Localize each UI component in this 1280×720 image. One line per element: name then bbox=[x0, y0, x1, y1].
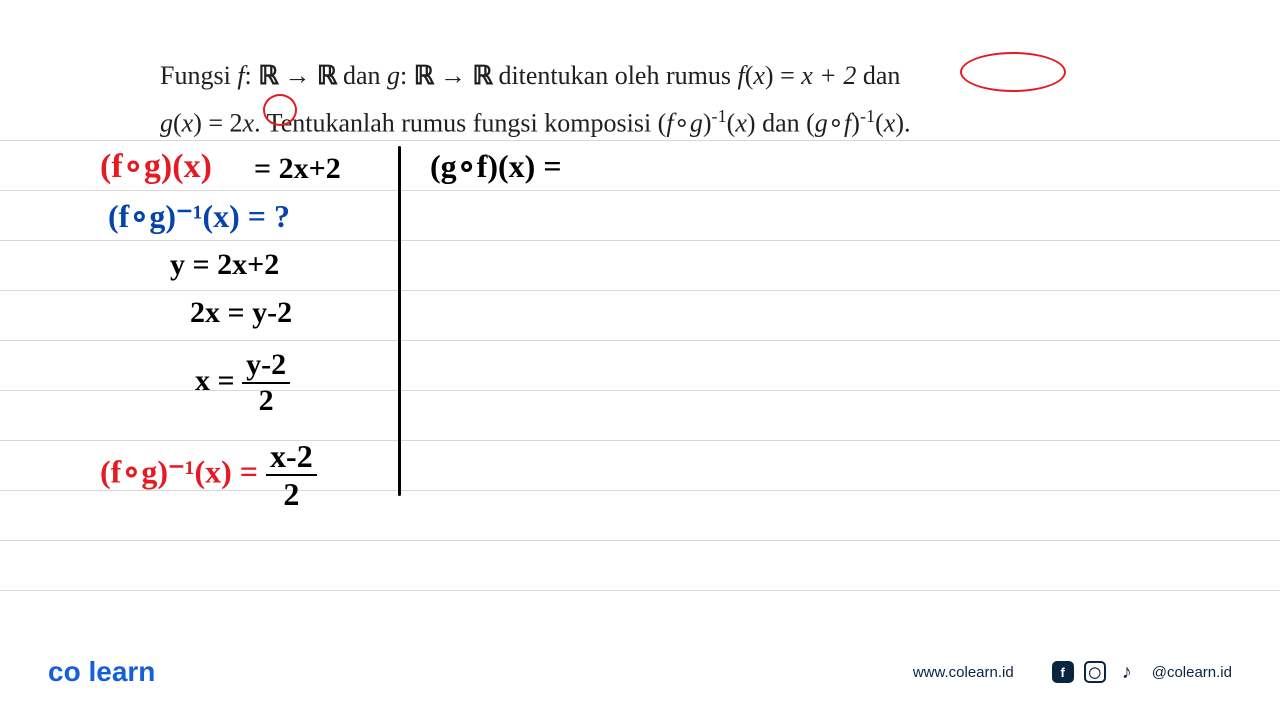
text-fog2: g bbox=[690, 109, 703, 138]
text-arrow2: → bbox=[433, 61, 472, 90]
footer-right: www.colearn.id f ◯ ♪ @colearn.id bbox=[913, 661, 1232, 683]
text-gof1: g bbox=[815, 109, 828, 138]
result-lhs: (f∘g)⁻¹(x) = bbox=[100, 453, 266, 489]
text-f: f bbox=[237, 61, 244, 90]
instagram-icon: ◯ bbox=[1084, 661, 1106, 683]
text-gx: g bbox=[160, 109, 173, 138]
divider-line bbox=[398, 146, 401, 496]
text-fxp: (x) = bbox=[745, 61, 802, 90]
text-arrow1: → bbox=[278, 61, 317, 90]
footer-url: www.colearn.id bbox=[913, 664, 1014, 681]
facebook-icon: f bbox=[1052, 661, 1074, 683]
text-ditentukan: ditentukan oleh rumus bbox=[492, 61, 738, 90]
text-R1: ℝ bbox=[258, 61, 278, 90]
text-fx: f bbox=[737, 61, 744, 90]
work-step-y: y = 2x+2 bbox=[170, 250, 279, 280]
brand-co: co bbox=[48, 656, 88, 687]
text-fungsi: Fungsi bbox=[160, 61, 237, 90]
text-comp2: ∘ bbox=[828, 109, 844, 138]
text-gxp: (x) = 2x. bbox=[173, 109, 261, 138]
step-x-num: y-2 bbox=[242, 350, 290, 384]
result-frac: x-22 bbox=[266, 440, 317, 510]
work-fog-eq: = 2x+2 bbox=[254, 154, 341, 184]
work-step-2x: 2x = y-2 bbox=[190, 298, 292, 328]
tiktok-icon: ♪ bbox=[1116, 661, 1138, 683]
text-fog1: f bbox=[666, 109, 673, 138]
work-fog-red: (f∘g)(x) bbox=[100, 150, 212, 184]
text-colon2: : bbox=[400, 61, 414, 90]
text-tentukan: Tentukanlah rumus fungsi komposisi ( bbox=[261, 109, 667, 138]
result-den: 2 bbox=[266, 476, 317, 510]
result-num: x-2 bbox=[266, 440, 317, 476]
text-inv1: ) bbox=[703, 109, 712, 138]
work-step-x: x = y-22 bbox=[195, 350, 290, 416]
text-ofx1: (x) bbox=[727, 109, 756, 138]
text-R4: ℝ bbox=[472, 61, 492, 90]
text-colon1: : bbox=[245, 61, 259, 90]
footer: co learn www.colearn.id f ◯ ♪ @colearn.i… bbox=[0, 652, 1280, 692]
text-dan: dan bbox=[336, 61, 387, 90]
work-fog-inv: (f∘g)⁻¹(x) = ? bbox=[108, 200, 290, 232]
text-dan3: dan ( bbox=[756, 109, 815, 138]
text-ofx2: (x). bbox=[875, 109, 910, 138]
text-comp1: ∘ bbox=[674, 109, 690, 138]
text-R3: ℝ bbox=[414, 61, 434, 90]
text-dan2: dan bbox=[856, 61, 900, 90]
step-x-lhs: x = bbox=[195, 364, 242, 397]
brand-learn: learn bbox=[88, 656, 155, 687]
text-inv2: ) bbox=[851, 109, 860, 138]
brand-logo: co learn bbox=[48, 656, 155, 688]
problem-statement: Fungsi f: ℝ → ℝ dan g: ℝ → ℝ ditentukan … bbox=[160, 56, 1160, 144]
text-g: g bbox=[387, 61, 400, 90]
step-x-den: 2 bbox=[242, 384, 290, 416]
text-sup1: -1 bbox=[712, 106, 727, 126]
text-fxrhs: x + 2 bbox=[801, 61, 856, 90]
step-x-frac: y-22 bbox=[242, 350, 290, 416]
work-gof: (g∘f)(x) = bbox=[430, 150, 562, 182]
work-result: (f∘g)⁻¹(x) = x-22 bbox=[100, 440, 317, 510]
footer-handle: @colearn.id bbox=[1152, 664, 1232, 681]
text-R2: ℝ bbox=[317, 61, 337, 90]
text-sup2: -1 bbox=[860, 106, 875, 126]
